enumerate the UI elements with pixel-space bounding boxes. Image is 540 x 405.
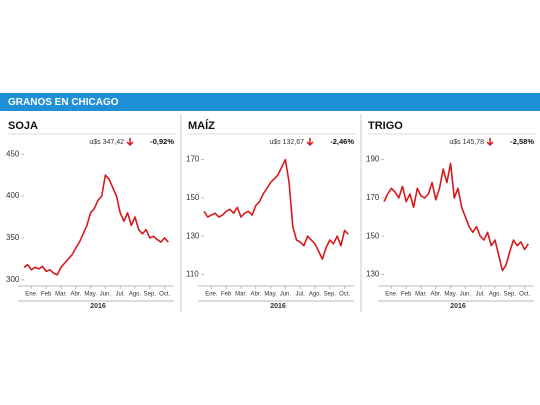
- y-tick-label: 130: [186, 231, 200, 240]
- x-tick-label: Oct.: [519, 292, 530, 298]
- x-tick-label: Jul.: [296, 292, 306, 298]
- header-bar: [0, 93, 540, 111]
- x-tick-label: Ene.: [25, 292, 38, 298]
- y-tick-label: 400: [6, 191, 20, 200]
- y-tick-label: 300: [6, 275, 20, 284]
- y-tick-label: 130: [366, 270, 380, 279]
- down-arrow: [486, 138, 494, 147]
- price: u$s 132,67: [269, 139, 304, 146]
- x-tick-label: Feb: [41, 292, 52, 298]
- y-tick-label: 450: [6, 149, 20, 158]
- x-tick-label: Jul.: [116, 292, 126, 298]
- x-tick-label: Oct.: [159, 292, 170, 298]
- y-tick-label: 350: [6, 233, 20, 242]
- x-tick-label: Feb: [221, 292, 232, 298]
- x-tick-label: Oct.: [339, 292, 350, 298]
- x-label: 2016: [90, 303, 106, 310]
- y-tick-label: 110: [186, 270, 199, 279]
- change: -2,46%: [330, 137, 354, 146]
- change: -0,92%: [150, 137, 174, 146]
- chart-title: MAÍZ: [188, 119, 215, 132]
- price: u$s 145,78: [449, 139, 484, 146]
- y-tick-label: 150: [366, 231, 380, 240]
- x-label: 2016: [270, 303, 286, 310]
- change: -2,58%: [510, 137, 534, 146]
- chart-title: SOJA: [8, 120, 38, 132]
- x-tick-label: Mar.: [55, 292, 67, 298]
- price-line: [203, 158, 349, 260]
- down-arrow: [126, 138, 134, 147]
- price-line: [383, 162, 529, 272]
- price: u$s 347,42: [89, 139, 124, 146]
- chart-title: TRIGO: [368, 120, 403, 132]
- x-tick-label: Feb: [401, 292, 412, 298]
- x-tick-label: Sep.: [504, 292, 517, 298]
- x-tick-label: Ago.: [129, 292, 142, 298]
- x-tick-label: Mar.: [235, 292, 247, 298]
- y-tick-label: 150: [186, 193, 200, 202]
- price-line: [23, 174, 169, 276]
- y-tick-label: 190: [366, 155, 380, 164]
- x-label: 2016: [450, 303, 466, 310]
- x-tick-label: May.: [444, 292, 457, 298]
- x-tick-label: May.: [264, 292, 277, 298]
- x-tick-label: Ene.: [205, 292, 218, 298]
- header-title: GRANOS EN CHICAGO: [8, 97, 119, 108]
- x-tick-label: Abr.: [250, 292, 261, 298]
- x-tick-label: Jun.: [280, 292, 292, 298]
- x-tick-label: Ago.: [309, 292, 322, 298]
- down-arrow: [306, 138, 314, 147]
- x-tick-label: Mar.: [415, 292, 427, 298]
- x-tick-label: Abr.: [70, 292, 81, 298]
- x-tick-label: Sep.: [324, 292, 337, 298]
- x-tick-label: May.: [84, 292, 97, 298]
- y-tick-label: 170: [186, 155, 200, 164]
- x-tick-label: Sep.: [144, 292, 157, 298]
- x-tick-label: Jun.: [100, 292, 112, 298]
- y-tick-label: 170: [366, 193, 380, 202]
- x-tick-label: Ago.: [489, 292, 502, 298]
- x-tick-label: Jun.: [460, 292, 472, 298]
- x-tick-label: Jul.: [476, 292, 486, 298]
- x-tick-label: Ene.: [385, 292, 398, 298]
- x-tick-label: Abr.: [430, 292, 441, 298]
